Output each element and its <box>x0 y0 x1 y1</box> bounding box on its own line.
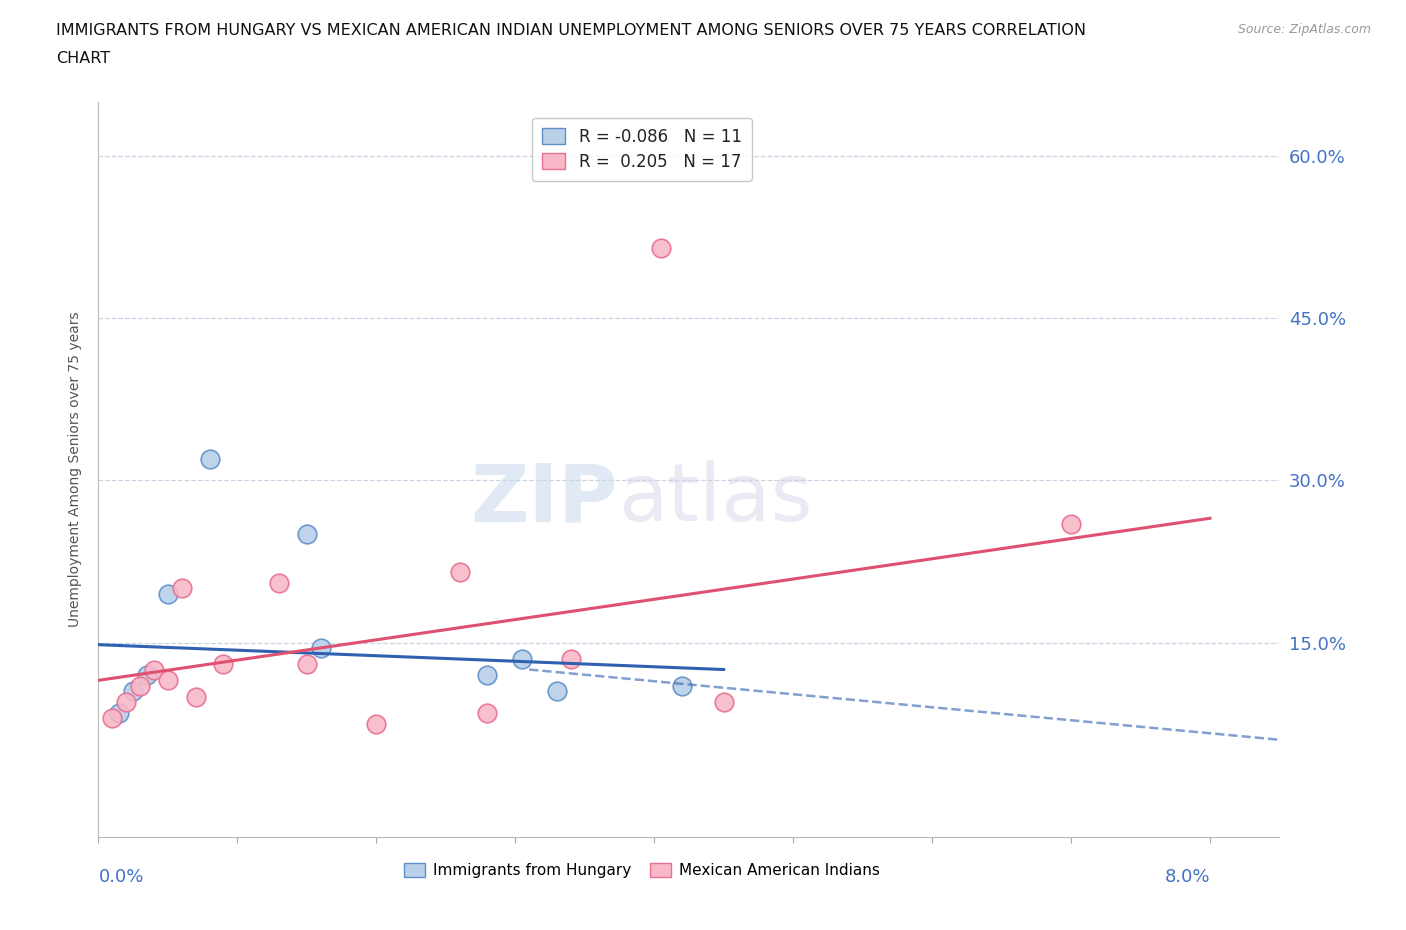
Point <box>449 565 471 579</box>
Text: Source: ZipAtlas.com: Source: ZipAtlas.com <box>1237 23 1371 36</box>
Point <box>510 651 533 666</box>
Point <box>108 705 131 720</box>
Point <box>129 678 152 693</box>
Point <box>1060 516 1083 531</box>
Point <box>477 668 499 683</box>
Point <box>650 241 672 256</box>
Text: IMMIGRANTS FROM HUNGARY VS MEXICAN AMERICAN INDIAN UNEMPLOYMENT AMONG SENIORS OV: IMMIGRANTS FROM HUNGARY VS MEXICAN AMERI… <box>56 23 1087 38</box>
Point <box>366 716 388 731</box>
Text: 0.0%: 0.0% <box>98 868 143 885</box>
Point <box>546 684 568 698</box>
Point <box>156 587 179 602</box>
Point <box>170 581 193 596</box>
Point <box>156 673 179 688</box>
Point <box>122 684 145 698</box>
Point <box>115 695 138 710</box>
Text: atlas: atlas <box>619 460 813 538</box>
Point <box>671 678 693 693</box>
Point <box>295 657 318 671</box>
Point <box>309 641 332 656</box>
Text: ZIP: ZIP <box>471 460 619 538</box>
Point <box>267 576 290 591</box>
Point <box>295 527 318 542</box>
Y-axis label: Unemployment Among Seniors over 75 years: Unemployment Among Seniors over 75 years <box>69 312 83 628</box>
Text: 8.0%: 8.0% <box>1164 868 1211 885</box>
Point <box>143 662 166 677</box>
Text: CHART: CHART <box>56 51 110 66</box>
Point <box>198 451 221 466</box>
Point <box>136 668 159 683</box>
Point <box>477 705 499 720</box>
Point <box>101 711 124 725</box>
Point <box>184 689 207 704</box>
Point <box>713 695 735 710</box>
Legend: Immigrants from Hungary, Mexican American Indians: Immigrants from Hungary, Mexican America… <box>398 857 886 884</box>
Point <box>212 657 235 671</box>
Point <box>560 651 582 666</box>
